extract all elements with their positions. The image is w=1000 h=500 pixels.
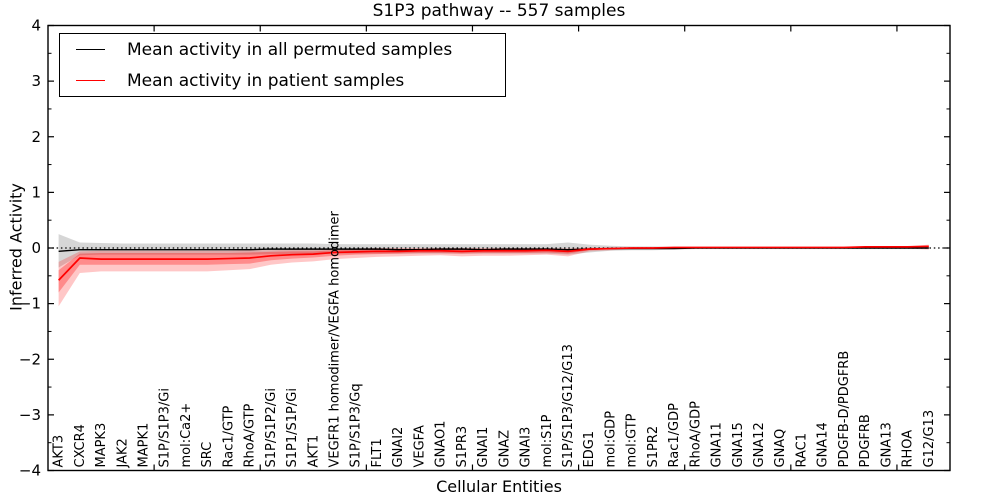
x-category-label: mol:Ca2+ <box>179 403 194 468</box>
x-category-label: GNA14 <box>816 422 831 467</box>
patient-confidence-band-inner <box>58 245 929 293</box>
x-category-label: GNA11 <box>710 422 725 467</box>
x-category-label: S1P/S1P2/Gi <box>264 388 279 467</box>
x-category-label: Rac1/GDP <box>667 403 682 468</box>
x-category-label: CXCR4 <box>73 424 88 467</box>
patient-line-swatch-icon <box>76 80 105 81</box>
y-tick-label: 2 <box>31 128 41 146</box>
x-category-label: GNA12 <box>752 422 767 467</box>
x-category-label: MAPK3 <box>94 423 109 468</box>
legend-entry-permuted: Mean activity in all permuted samples <box>60 34 505 65</box>
legend: Mean activity in all permuted samples Me… <box>59 33 506 97</box>
x-category-label: FLT1 <box>370 438 385 467</box>
x-category-label: GNAI1 <box>476 427 491 468</box>
y-tick-label: 1 <box>31 183 41 201</box>
x-category-label: RhoA/GTP <box>243 403 258 467</box>
patient-confidence-band-outer <box>58 244 929 307</box>
x-category-label: GNAZ <box>497 430 512 468</box>
y-tick-label: −1 <box>19 295 41 313</box>
x-category-label: G12/G13 <box>922 410 937 468</box>
x-category-label: S1P/S1P3/G12/G13 <box>561 344 576 467</box>
chart-title: S1P3 pathway -- 557 samples <box>372 1 626 21</box>
x-category-label: mol:GDP <box>603 411 618 468</box>
x-category-label: mol:GTP <box>625 413 640 467</box>
y-tick-label: 3 <box>31 72 41 90</box>
x-category-label: GNA15 <box>731 422 746 467</box>
legend-label-patient: Mean activity in patient samples <box>127 70 405 91</box>
y-tick-label: −3 <box>19 406 41 424</box>
x-category-label: MAPK1 <box>137 423 152 468</box>
x-axis-label: Cellular Entities <box>436 477 562 496</box>
permuted-line-swatch-icon <box>76 49 105 50</box>
x-category-label: SRC <box>200 442 215 468</box>
x-category-label: AKT3 <box>52 435 67 468</box>
x-category-label: S1P/S1P3/Gq <box>349 383 364 467</box>
x-category-label: GNAO1 <box>434 421 449 468</box>
x-category-label: GNAQ <box>773 429 788 468</box>
x-category-label: RhoA/GDP <box>688 401 703 468</box>
y-tick-label: 0 <box>31 239 41 257</box>
x-category-label: JAK2 <box>115 438 130 468</box>
x-category-label: RHOA <box>901 430 916 468</box>
x-category-label: S1PR2 <box>646 426 661 468</box>
y-tick-label: −2 <box>19 350 41 368</box>
x-category-label: VEGFA <box>412 425 427 467</box>
legend-entry-patient: Mean activity in patient samples <box>60 65 505 96</box>
x-category-label: EDG1 <box>582 431 597 468</box>
y-tick-label: −4 <box>19 462 41 480</box>
y-axis-label: Inferred Activity <box>6 183 26 311</box>
x-category-label: S1PR3 <box>455 426 470 468</box>
x-category-label: Rac1/GTP <box>221 405 236 467</box>
x-category-label: mol:S1P <box>540 414 555 467</box>
x-category-label: RAC1 <box>794 433 809 468</box>
x-category-label: GNA13 <box>879 422 894 467</box>
x-category-label: S1P1/S1P/Gi <box>285 388 300 467</box>
x-category-label: PDGFRB <box>858 414 873 467</box>
y-tick-label: 4 <box>31 17 41 35</box>
x-category-label: AKT1 <box>306 435 321 468</box>
x-category-label: GNAI2 <box>391 427 406 468</box>
patient-mean-line <box>57 245 929 281</box>
x-category-label: GNAI3 <box>519 427 534 468</box>
x-category-label: PDGFB-D/PDGFRB <box>837 351 852 468</box>
legend-label-permuted: Mean activity in all permuted samples <box>127 39 453 60</box>
x-category-label: S1P/S1P3/Gi <box>158 388 173 467</box>
x-category-label: VEGFR1 homodimer/VEGFA homodimer <box>328 211 343 468</box>
